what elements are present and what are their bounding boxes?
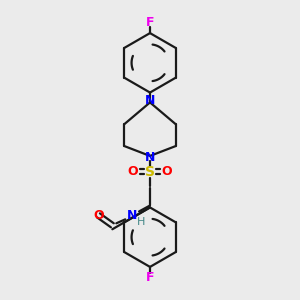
Text: O: O	[161, 165, 172, 178]
Text: F: F	[146, 16, 154, 29]
Text: S: S	[145, 165, 155, 179]
Text: N: N	[145, 152, 155, 164]
Text: F: F	[146, 271, 154, 284]
Text: N: N	[145, 94, 155, 107]
Text: N: N	[127, 209, 137, 222]
Text: O: O	[93, 209, 104, 222]
Text: H: H	[137, 217, 145, 227]
Text: O: O	[128, 165, 139, 178]
